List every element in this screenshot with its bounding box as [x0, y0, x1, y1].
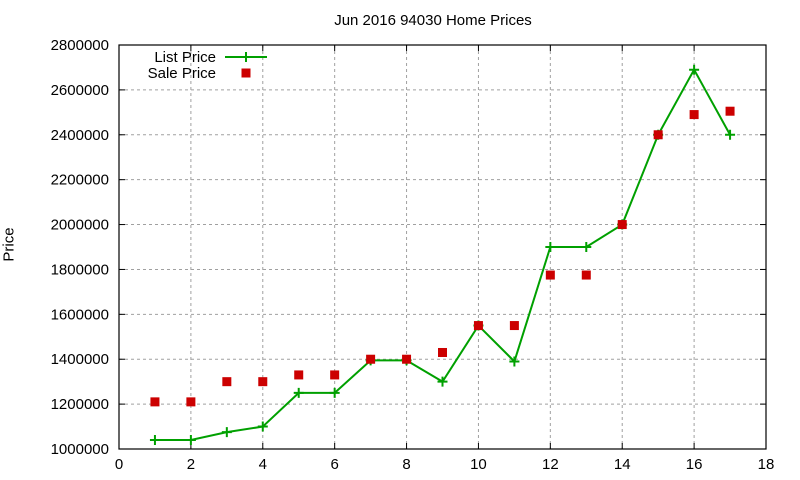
- legend-plus-icon: [241, 52, 251, 62]
- y-tick-label: 2600000: [51, 82, 109, 99]
- plus-marker: [257, 421, 268, 432]
- y-tick-label: 2200000: [51, 172, 109, 189]
- square-marker: [545, 270, 555, 280]
- legend-square-icon: [241, 68, 251, 78]
- data-series: [149, 64, 736, 446]
- plus-marker: [581, 242, 592, 252]
- square-marker: [258, 377, 268, 387]
- y-tick-label: 2800000: [51, 37, 109, 54]
- square-marker: [653, 130, 663, 140]
- square-marker: [150, 397, 160, 407]
- tick-labels: 0 2 4 6 8 10 12 14 16 18 1000000 1200000 1400000 1600…: [51, 37, 775, 473]
- y-tick-label: 1000000: [51, 441, 109, 458]
- y-tick-label: 1400000: [51, 351, 109, 368]
- x-tick-label: 16: [686, 456, 703, 473]
- plus-marker: [509, 356, 520, 367]
- square-marker: [473, 321, 483, 331]
- x-tick-label: 12: [542, 456, 559, 473]
- square-marker: [222, 377, 232, 387]
- y-tick-label: 1200000: [51, 396, 109, 413]
- grid-lines: [119, 45, 766, 449]
- plus-marker: [185, 435, 196, 446]
- square-marker: [438, 347, 447, 357]
- square-marker: [330, 370, 340, 380]
- plus-marker: [149, 435, 160, 446]
- x-tick-label: 8: [402, 456, 410, 473]
- square-marker: [294, 370, 304, 380]
- x-tick-label: 18: [758, 456, 775, 473]
- plus-marker: [293, 387, 304, 398]
- x-tick-label: 0: [115, 456, 123, 473]
- x-tick-label: 4: [259, 456, 267, 473]
- square-marker: [366, 354, 376, 364]
- plus-marker: [329, 387, 340, 398]
- chart-title: Jun 2016 94030 Home Prices: [334, 12, 532, 29]
- x-tick-label: 2: [187, 456, 195, 473]
- plus-marker: [725, 129, 736, 140]
- square-marker: [509, 321, 519, 331]
- plus-marker: [545, 242, 556, 252]
- axes: [118, 44, 767, 450]
- x-tick-label: 6: [330, 456, 338, 473]
- square-marker: [689, 110, 699, 120]
- y-tick-label: 1800000: [51, 261, 109, 278]
- legend-label: Sale Price: [148, 65, 216, 82]
- x-tick-label: 10: [470, 456, 487, 473]
- y-tick-label: 1600000: [51, 306, 109, 323]
- plus-marker: [437, 376, 448, 387]
- square-marker: [581, 270, 591, 280]
- plus-marker: [221, 427, 232, 438]
- square-marker: [402, 354, 412, 364]
- square-marker: [725, 106, 735, 116]
- square-marker: [617, 220, 627, 230]
- plot-border: [118, 44, 767, 450]
- legend-label: List Price: [154, 49, 216, 66]
- y-tick-label: 2400000: [51, 127, 109, 144]
- square-marker: [186, 397, 196, 407]
- x-tick-label: 14: [614, 456, 631, 473]
- y-tick-label: 2000000: [51, 217, 109, 234]
- plus-marker: [689, 64, 700, 75]
